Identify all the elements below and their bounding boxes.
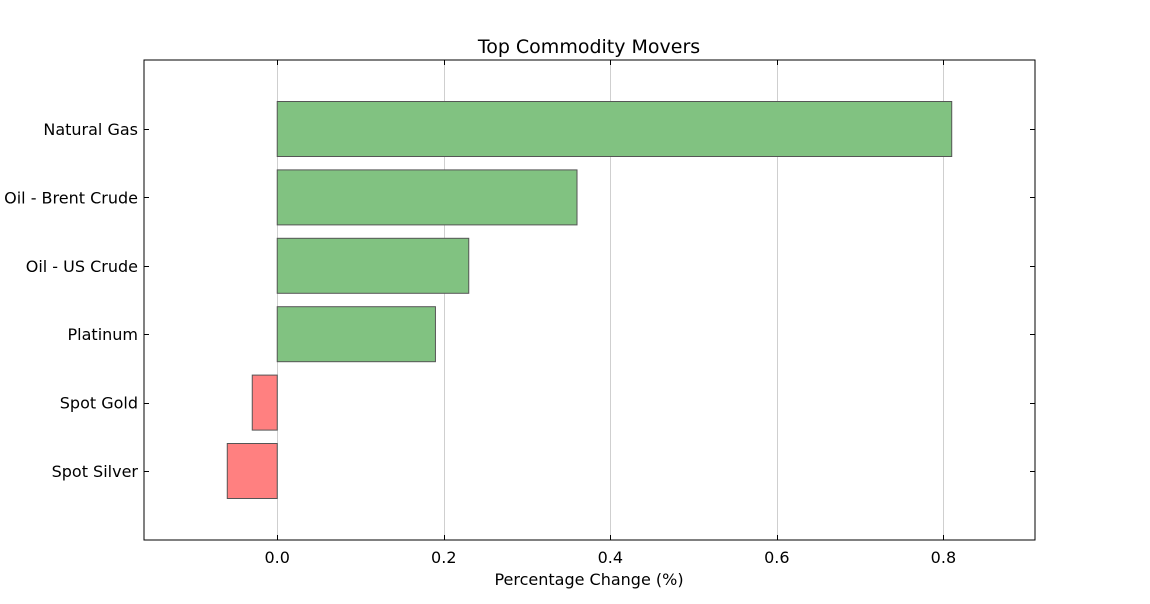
y-tick-label: Oil - Brent Crude: [4, 188, 138, 207]
chart-title: Top Commodity Movers: [477, 36, 700, 58]
bar-spot-gold: [251, 374, 278, 431]
x-axis-label: Percentage Change (%): [494, 570, 683, 589]
x-tick-label: 0.0: [265, 548, 290, 567]
y-tick-label: Spot Gold: [60, 394, 138, 413]
x-tick-label: 0.2: [431, 548, 456, 567]
y-tick-label: Platinum: [68, 325, 138, 344]
bar-oil-brent-crude: [276, 169, 578, 226]
bar-natural-gas: [276, 101, 953, 157]
y-tick-label: Natural Gas: [43, 120, 138, 139]
bar-oil-us-crude: [276, 237, 470, 294]
y-tick-label: Oil - US Crude: [26, 257, 138, 276]
bars: [226, 101, 953, 499]
y-tick-label: Spot Silver: [52, 462, 139, 481]
x-tick-label: 0.6: [764, 548, 789, 567]
plot-area-frame: [143, 59, 1036, 541]
x-axis-tick-labels: 0.0 0.2 0.4 0.6 0.8: [265, 548, 957, 567]
axis-ticks: [144, 60, 1035, 540]
x-tick-label: 0.4: [598, 548, 623, 567]
bar-platinum: [276, 306, 436, 363]
y-axis-tick-labels: Natural Gas Oil - Brent Crude Oil - US Cru…: [4, 120, 138, 481]
x-tick-label: 0.8: [931, 548, 956, 567]
bar-spot-silver: [226, 443, 278, 499]
